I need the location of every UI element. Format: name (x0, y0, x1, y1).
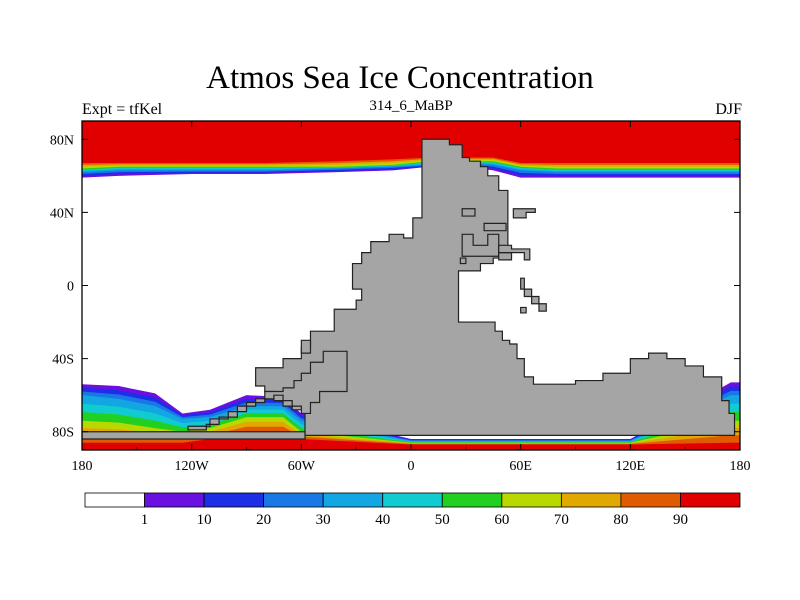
landmass-south-china (498, 244, 531, 261)
landmass-antarctic-arc (187, 350, 348, 431)
colorbar-swatch-1 (144, 492, 205, 508)
colorbar-swatch-10 (680, 492, 741, 508)
colorbar-swatch-4 (322, 492, 384, 508)
x-tick-label: 120W (175, 459, 210, 474)
y-tick-label: 40S (52, 353, 74, 368)
y-tick-label: 40N (50, 206, 74, 221)
x-axis: 180 120W 60W 0 60E 120E 180 (72, 121, 751, 474)
landmass-china-block (461, 208, 476, 217)
colorbar-swatch-9 (620, 492, 681, 508)
colorbar-swatch-5 (382, 492, 443, 508)
colorbar-swatch-8 (560, 492, 622, 508)
colorbar-label: 40 (375, 512, 390, 528)
colorbar-label: 20 (256, 512, 271, 528)
x-tick-label: 180 (72, 459, 93, 474)
landmass-antarctic-lower (82, 431, 306, 440)
season-label: DJF (715, 101, 742, 118)
colorbar-swatch-0 (84, 492, 145, 508)
landmass-east-island-2 (498, 252, 513, 261)
colorbar-label: 30 (316, 512, 331, 528)
landmass-siberian-bar (512, 208, 536, 219)
colorbar-label: 10 (197, 512, 212, 528)
landmass-east-island-1 (459, 257, 467, 265)
landmass-east-island-3 (483, 222, 507, 232)
y-tick-label: 80S (52, 426, 74, 441)
y-tick-label: 0 (67, 280, 74, 295)
colorbar-label: 80 (613, 512, 628, 528)
northern-ice-level-10 (82, 121, 740, 164)
experiment-label: Expt = tfKel (82, 101, 163, 118)
colorbar-swatch-3 (263, 492, 324, 508)
y-tick-label: 80N (50, 133, 74, 148)
landmass-indochina-isl (520, 306, 527, 314)
x-tick-label: 120E (616, 459, 646, 474)
colorbar-swatch-2 (203, 492, 265, 508)
colorbar-label: 70 (554, 512, 569, 528)
landmass-central-america-west (300, 339, 312, 354)
colorbar-swatch-6 (441, 492, 503, 508)
y-axis: 80N 40N 0 40S 80S (50, 133, 740, 441)
colorbar-swatch-7 (501, 492, 562, 508)
landmass-malay-chain (520, 277, 547, 312)
colorbar-label: 90 (673, 512, 688, 528)
colorbar-label: 60 (494, 512, 509, 528)
x-tick-label: 60E (509, 459, 532, 474)
x-tick-label: 180 (730, 459, 751, 474)
colorbar-label: 1 (141, 512, 149, 528)
colorbar: 1 10 20 30 40 50 60 70 80 90 (84, 492, 741, 528)
landmass-east-ridge (461, 233, 500, 257)
x-tick-label: 0 (408, 459, 415, 474)
chart-title: Atmos Sea Ice Concentration (206, 60, 594, 96)
landmasses (82, 138, 736, 440)
period-label: 314_6_MaBP (369, 98, 453, 114)
colorbar-label: 50 (435, 512, 450, 528)
x-tick-label: 60W (288, 459, 316, 474)
